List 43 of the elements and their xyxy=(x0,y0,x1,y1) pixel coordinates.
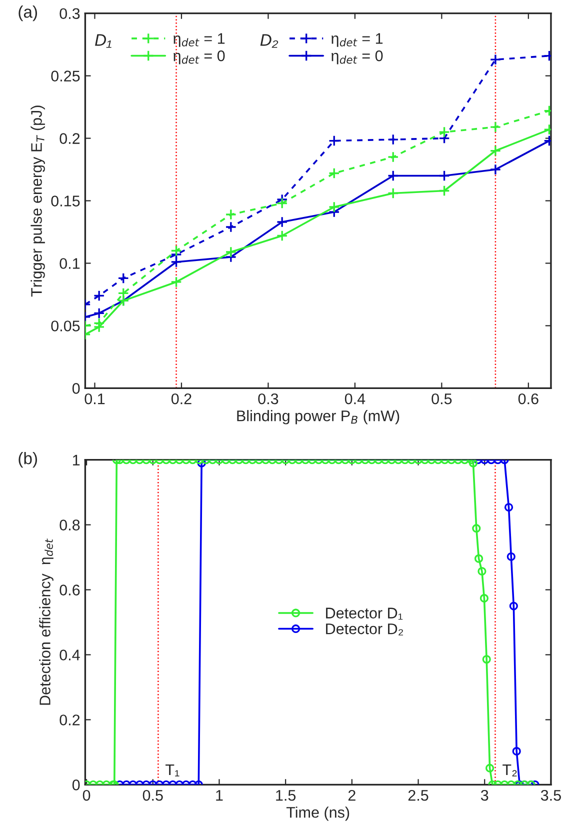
y-tick-label: 0.2 xyxy=(60,133,80,144)
x-tick-label: 3.5 xyxy=(540,790,561,801)
x-axis-title: Blinding power P$_{B}$ (mW) xyxy=(237,410,400,424)
x-tick-label: 0.6 xyxy=(518,393,538,404)
y-tick-label: 0.3 xyxy=(60,8,80,20)
y-tick-label: 1 xyxy=(73,454,80,466)
x-tick-label: 0.1 xyxy=(84,393,105,404)
y-tick-label: 0.6 xyxy=(60,584,80,596)
legend-label: η$_{det}$ = 0 xyxy=(174,50,225,64)
y-tick-label: 0 xyxy=(72,780,80,790)
annotation: D₁ xyxy=(95,34,112,48)
x-tick-label: 0.5 xyxy=(432,393,452,404)
legend-label: Detector D₁ xyxy=(326,608,403,620)
ref-line-label: T₁ xyxy=(166,764,180,776)
x-tick-label: 0.3 xyxy=(258,393,278,404)
x-tick-label: 1 xyxy=(216,790,223,801)
y-tick-label: 0.1 xyxy=(60,258,80,269)
y-tick-label: 0.8 xyxy=(60,520,80,530)
y-tick-label: 0.2 xyxy=(60,714,80,726)
y-axis-title: Trigger pulse energy E$_{T}$ (pJ) xyxy=(30,106,45,297)
x-tick-label: 0 xyxy=(82,790,90,801)
x-tick-label: 0.4 xyxy=(344,393,366,404)
y-tick-label: 0.25 xyxy=(51,70,80,82)
x-axis-title: Time (ns) xyxy=(286,806,350,821)
legend-label: η$_{det}$ = 1 xyxy=(332,33,383,47)
legend-label: η$_{det}$ = 1 xyxy=(174,33,225,47)
annotation: D₂ xyxy=(260,34,278,48)
y-tick-label: 0.4 xyxy=(60,650,80,660)
x-tick-label: 2.5 xyxy=(408,790,428,801)
y-axis-title: Detection efficiency η$_{det}$ xyxy=(39,538,54,705)
x-tick-label: 3 xyxy=(480,790,488,801)
ref-line-label: T₂ xyxy=(502,764,517,776)
chart-title: (a) xyxy=(18,6,37,22)
y-tick-label: 0 xyxy=(72,383,80,394)
y-tick-label: 0.05 xyxy=(51,320,80,332)
x-tick-label: 0.2 xyxy=(171,393,192,404)
x-tick-label: 1.5 xyxy=(276,790,296,801)
legend-label: η$_{det}$ = 0 xyxy=(332,50,383,64)
x-tick-label: 0.5 xyxy=(142,790,163,801)
chart-title: (b) xyxy=(18,452,37,468)
x-tick-label: 2 xyxy=(348,790,356,801)
legend-label: Detector D₂ xyxy=(326,624,403,636)
y-tick-label: 0.15 xyxy=(51,196,80,206)
